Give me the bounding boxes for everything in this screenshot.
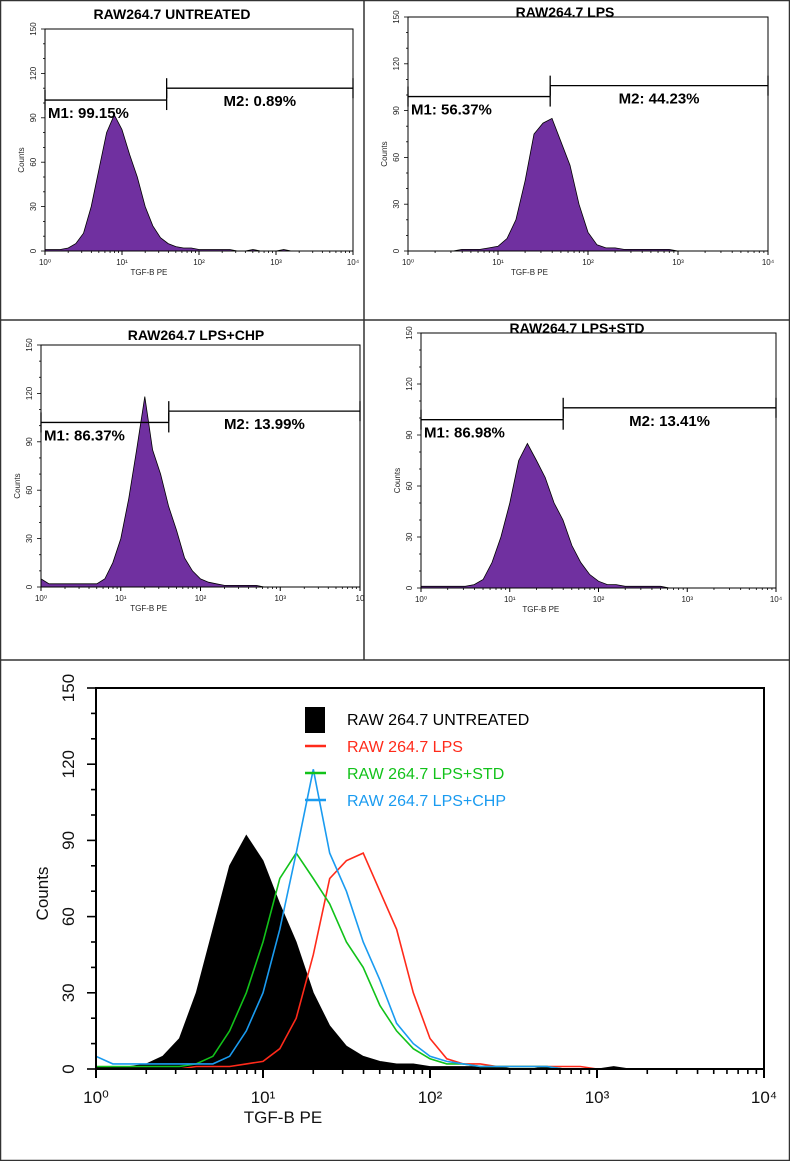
gate-1-label: M1: 86.37%: [44, 427, 125, 444]
x-tick-label: 10: [356, 594, 365, 603]
y-tick-label: 120: [25, 386, 34, 400]
x-tick-label: 10⁰: [39, 258, 51, 267]
series-untreated-area: [95, 834, 764, 1070]
y-tick-label: 90: [59, 831, 78, 850]
y-tick-label: 60: [59, 907, 78, 926]
x-tick-label: 10¹: [504, 595, 516, 604]
x-tick-label: 10³: [585, 1088, 610, 1107]
x-tick-label: 10²: [593, 595, 605, 604]
plot-frame: [420, 332, 777, 589]
y-tick-label: 0: [405, 585, 414, 590]
x-tick-label: 10⁴: [770, 595, 783, 604]
x-tick-label: 10¹: [116, 258, 128, 267]
x-axis-label: TGF-B PE: [131, 268, 168, 277]
series-lps-area: [408, 117, 768, 252]
y-tick-label: 30: [405, 532, 414, 541]
gate-1-label: M1: 99.15%: [48, 105, 129, 122]
y-axis-label: Counts: [17, 147, 26, 172]
gate-2-label: M2: 13.99%: [224, 416, 305, 433]
panel-title-untreated: RAW264.7 UNTREATED: [94, 6, 251, 22]
y-tick-label: 150: [59, 674, 78, 702]
y-tick-label: 30: [59, 983, 78, 1002]
y-tick-label: 60: [25, 485, 34, 494]
y-tick-label: 120: [59, 750, 78, 778]
y-axis-label: Counts: [33, 867, 52, 921]
y-tick-label: 150: [405, 326, 414, 340]
gate-1-label: M1: 86.98%: [424, 425, 505, 442]
histogram-lps: 10⁰ 10¹ 10² 10³ 10⁴ 0 30 60 90 120 150 TGF-B PE Coun…: [380, 10, 775, 277]
x-tick-label: 10⁴: [347, 258, 360, 267]
y-tick-label: 60: [29, 157, 38, 166]
panel-title-lps-chp: RAW264.7 LPS+CHP: [128, 327, 265, 343]
y-tick-label: 30: [29, 202, 38, 211]
gate-2-label: M2: 13.41%: [629, 413, 710, 430]
x-tick-label: 10¹: [115, 594, 127, 603]
x-tick-label: 10⁰: [35, 594, 47, 603]
y-tick-label: 30: [392, 199, 401, 208]
gate-2-label: M2: 44.23%: [619, 91, 700, 108]
y-tick-label: 60: [405, 481, 414, 490]
plot-frame: [40, 344, 361, 588]
y-tick-label: 0: [29, 248, 38, 253]
legend-label-lps_std: RAW 264.7 LPS+STD: [347, 766, 504, 783]
x-axis-label: TGF-B PE: [511, 268, 548, 277]
x-tick-label: 10⁴: [762, 258, 775, 267]
series-untreated-area: [44, 113, 353, 252]
histogram-lps-std: 10⁰ 10¹ 10² 10³ 10⁴ 0 30 60 90 120 150 TGF-B PE Coun…: [393, 326, 783, 614]
x-tick-label: 10⁰: [83, 1088, 109, 1107]
y-tick-label: 60: [392, 152, 401, 161]
gate-2-label: M2: 0.89%: [224, 93, 297, 110]
plot-frame: [407, 16, 769, 252]
x-axis-label: TGF-B PE: [130, 604, 167, 613]
y-tick-label: 120: [392, 57, 401, 71]
y-tick-label: 90: [29, 113, 38, 122]
y-tick-label: 150: [25, 338, 34, 352]
x-tick-label: 10³: [270, 258, 282, 267]
y-tick-label: 0: [59, 1064, 78, 1073]
y-tick-label: 90: [25, 437, 34, 446]
y-tick-label: 90: [392, 106, 401, 115]
histogram-untreated: 10⁰ 10¹ 10² 10³ 10⁴ 0 30 60 90 120 150 TGF-B PE Coun…: [17, 22, 360, 277]
y-tick-label: 120: [405, 377, 414, 391]
y-tick-label: 120: [29, 66, 38, 80]
y-tick-label: 90: [405, 430, 414, 439]
series-lps_chp-area: [40, 396, 360, 588]
overlay-histogram: 10⁰ 10¹ 10² 10³ 10⁴ 0 30 60 90 120 150 TGF-B PE Coun…: [33, 674, 777, 1127]
x-axis-label: TGF-B PE: [244, 1108, 322, 1127]
panel-title-lps: RAW264.7 LPS: [516, 4, 615, 20]
gate-1-label: M1: 56.37%: [411, 102, 492, 119]
x-tick-label: 10²: [193, 258, 205, 267]
x-tick-label: 10¹: [492, 258, 504, 267]
x-tick-label: 10⁴: [751, 1088, 777, 1107]
y-tick-label: 150: [29, 22, 38, 36]
y-axis-label: Counts: [380, 141, 389, 166]
x-axis-label: TGF-B PE: [522, 605, 559, 614]
legend-label-lps: RAW 264.7 LPS: [347, 739, 463, 756]
x-tick-label: 10¹: [251, 1088, 276, 1107]
legend-label-untreated: RAW 264.7 UNTREATED: [347, 712, 529, 729]
x-tick-label: 10⁰: [402, 258, 414, 267]
x-tick-label: 10³: [672, 258, 684, 267]
y-tick-label: 30: [25, 534, 34, 543]
panel-title-lps-std: RAW264.7 LPS+STD: [510, 320, 645, 336]
histogram-lps-chp: 10⁰ 10¹ 10² 10³ 10 0 30 60 90 120 150 TGF-B PE Count…: [13, 338, 365, 613]
y-axis-label: Counts: [13, 473, 22, 498]
x-tick-label: 10²: [195, 594, 207, 603]
x-tick-label: 10³: [681, 595, 693, 604]
legend-swatch-untreated: [305, 707, 325, 733]
x-tick-label: 10⁰: [415, 595, 427, 604]
y-axis-label: Counts: [393, 468, 402, 493]
y-tick-label: 0: [25, 584, 34, 589]
series-lps_std-area: [420, 442, 776, 589]
x-tick-label: 10²: [418, 1088, 443, 1107]
legend-label-lps_chp: RAW 264.7 LPS+CHP: [347, 793, 506, 810]
y-tick-label: 150: [392, 10, 401, 24]
x-tick-label: 10³: [274, 594, 286, 603]
x-tick-label: 10²: [582, 258, 594, 267]
y-tick-label: 0: [392, 248, 401, 253]
